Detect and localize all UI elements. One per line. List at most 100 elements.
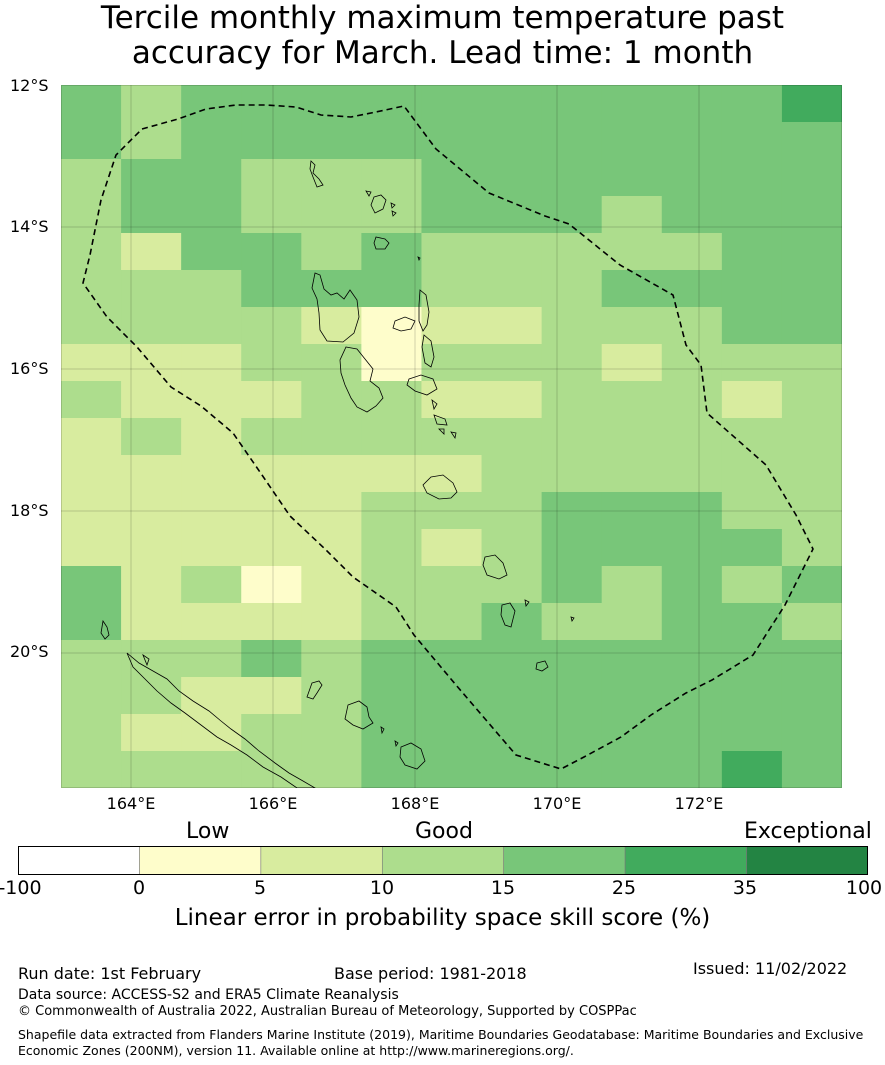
grid-cell: [361, 492, 423, 530]
grid-cell: [241, 677, 302, 715]
grid-cell: [481, 492, 543, 530]
grid-cell: [421, 566, 483, 604]
islands-banks: [365, 190, 421, 262]
grid-cell: [721, 677, 783, 715]
grid-cell: [601, 529, 663, 567]
colorbar-segment: [503, 846, 626, 875]
island-shepherds: [438, 428, 457, 440]
grid-cell: [361, 233, 423, 271]
grid-cell: [481, 418, 543, 456]
grid-cell: [601, 455, 663, 493]
grid-cell: [181, 233, 242, 271]
grid-cell: [181, 196, 242, 234]
grid-cell: [481, 529, 543, 567]
grid-cell: [421, 455, 483, 493]
coastlines: [100, 160, 575, 788]
grid-cell: [241, 85, 302, 123]
grid-cell: [421, 640, 483, 678]
grid-cell: [121, 381, 182, 419]
grid-cell: [721, 640, 783, 678]
grid-cell: [541, 196, 603, 234]
grid-cell: [361, 677, 423, 715]
grid-cell: [781, 381, 842, 419]
grid-cell: [121, 714, 182, 752]
grid-cell: [61, 85, 122, 123]
grid-cell: [361, 270, 423, 308]
colorbar-segment: [746, 846, 868, 875]
grid-cell: [61, 529, 122, 567]
grid-cell: [721, 85, 783, 123]
grid-cell: [721, 529, 783, 567]
grid-cell: [421, 603, 483, 641]
grid-cell: [121, 566, 182, 604]
island-tanna: [500, 602, 516, 628]
chart-title-line1: Tercile monthly maximum temperature past: [100, 0, 785, 36]
grid-cell: [241, 307, 302, 345]
grid-cell: [121, 196, 182, 234]
islands-loyalty: [306, 680, 426, 770]
lat-label-16s: 16°S: [10, 359, 49, 378]
category-good: Good: [415, 819, 473, 844]
grid-cell: [241, 233, 302, 271]
grid-cell: [61, 714, 122, 752]
grid-cell: [601, 270, 663, 308]
grid-cell: [421, 381, 483, 419]
grid-cell: [661, 566, 723, 604]
grid-cell: [361, 307, 423, 345]
grid-cell: [361, 418, 423, 456]
grid-cell: [781, 640, 842, 678]
grid-cell: [181, 307, 242, 345]
grid-cell: [301, 381, 362, 419]
grid-cell: [541, 677, 603, 715]
grid-cell: [121, 603, 182, 641]
grid-cell: [481, 233, 543, 271]
grid-cell: [661, 640, 723, 678]
colorbar-tick-0: 0: [132, 877, 146, 899]
grid-cell: [601, 85, 663, 123]
grid-cell: [421, 122, 483, 160]
grid-cell: [781, 492, 842, 530]
grid-cell: [781, 122, 842, 160]
grid-cell: [601, 307, 663, 345]
grid-cell: [601, 677, 663, 715]
grid-cell: [61, 122, 122, 160]
grid-cell: [481, 85, 543, 123]
grid-cell: [661, 307, 723, 345]
grid-cell: [781, 751, 842, 788]
grid-cell: [181, 640, 242, 678]
lat-label-20s: 20°S: [10, 642, 49, 661]
grid-cell: [721, 751, 783, 788]
grid-cell: [721, 381, 783, 419]
grid-cell: [301, 640, 362, 678]
grid-cell: [481, 344, 543, 382]
grid-cell: [61, 159, 122, 197]
grid-cell: [541, 233, 603, 271]
grid-cell: [301, 307, 362, 345]
grid-cell: [61, 455, 122, 493]
grid-cell: [61, 381, 122, 419]
grid-cell: [241, 603, 302, 641]
grid-cell: [361, 122, 423, 160]
grid-cell: [481, 566, 543, 604]
grid-cell: [661, 492, 723, 530]
grid-cell: [481, 381, 543, 419]
grid-cell: [421, 344, 483, 382]
grid-cell: [781, 677, 842, 715]
eez-boundary: [82, 104, 814, 770]
grid-cell: [241, 270, 302, 308]
lon-label-168e: 168°E: [390, 794, 440, 813]
island-new-caledonia: [126, 652, 316, 788]
island-erromango: [482, 554, 508, 580]
grid-cell: [241, 196, 302, 234]
grid-cell: [601, 640, 663, 678]
colorbar-tick-100: 100: [845, 877, 883, 899]
grid-cell: [661, 603, 723, 641]
grid-cell: [421, 418, 483, 456]
island-pentecost: [421, 334, 435, 368]
grid-cell: [121, 233, 182, 271]
grid-cell: [361, 751, 423, 788]
grid-cell: [721, 159, 783, 197]
grid-cell: [301, 455, 362, 493]
grid-cell: [301, 122, 362, 160]
grid-cell: [661, 122, 723, 160]
